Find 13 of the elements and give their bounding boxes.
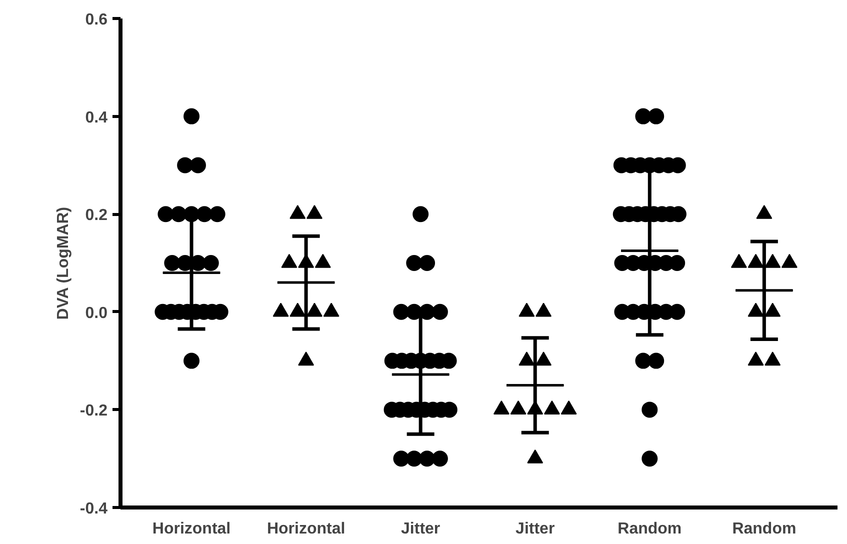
y-tick-label: 0.0 (85, 304, 108, 322)
x-tick-label: Horizontal (266, 520, 346, 538)
x-tick-label: Horizontal (152, 520, 231, 538)
y-tick-label: 0.4 (85, 109, 108, 126)
x-tick-label: Random (732, 520, 796, 538)
y-axis-title: DVA (LogMAR) (54, 206, 72, 320)
y-tick-label: -0.2 (80, 402, 108, 420)
x-tick-label: Jitter (516, 520, 555, 538)
y-tick-label: 0.2 (85, 207, 108, 224)
x-tick-label: Jitter (401, 520, 440, 538)
y-tick-label: -0.4 (80, 500, 108, 518)
y-tick-label: 0.6 (85, 12, 108, 28)
x-tick-label: Random (618, 520, 682, 538)
